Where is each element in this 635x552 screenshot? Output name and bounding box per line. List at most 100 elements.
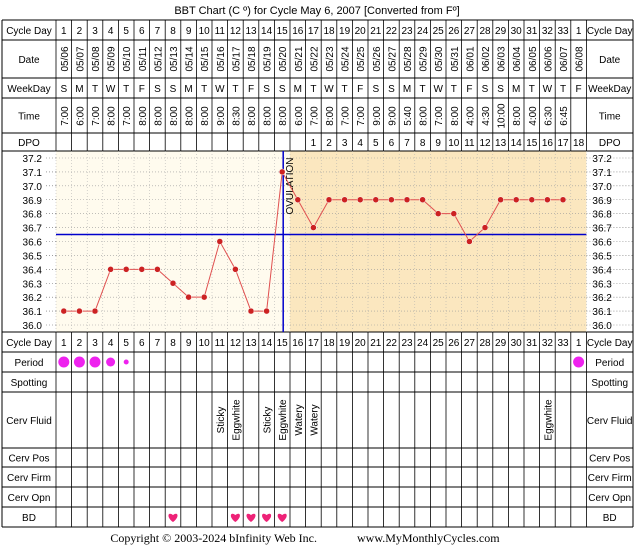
row-label-bd: BD [22,513,36,524]
dpo-label: 8 [420,138,426,149]
cycle-day-label-bottom: 1 [61,338,67,349]
cycle-day-label: 4 [108,26,114,37]
y-tick-label: 36.9 [23,196,43,207]
period-dot [106,357,116,367]
temperature-point [388,196,395,203]
cycle-day-label-bottom: 28 [479,338,491,349]
weekday-label: S [263,84,270,95]
time-label: 7:00 [60,106,71,126]
time-label: 9:00 [216,106,227,126]
weekday-label: M [403,84,411,95]
weekday-label: S [482,84,489,95]
time-label: 8:00 [512,106,523,126]
dpo-label: 16 [542,138,554,149]
date-label: 05/26 [372,46,383,71]
cycle-day-label-bottom: 22 [386,338,398,349]
dpo-label: 2 [326,138,332,149]
time-label: 7:00 [356,106,367,126]
cycle-day-label: 17 [308,26,320,37]
temperature-point [263,307,270,315]
time-label: 6:45 [559,106,570,126]
time-label: 7:00 [91,106,102,126]
row-label-right-bd: BD [603,513,617,524]
time-label: 6:30 [543,106,554,126]
row-label-right-cerv-pos: Cerv Pos [589,454,630,465]
y-tick-label: 36.0 [23,321,43,332]
cycle-day-label-bottom: 33 [557,338,569,349]
cycle-day-label-bottom: 15 [277,338,289,349]
date-label: 06/01 [465,46,476,71]
temperature-point [528,196,536,203]
y-tick-label: 36.1 [23,307,43,318]
date-label: 05/17 [231,46,242,71]
period-dot [73,356,85,368]
cycle-day-label: 22 [386,26,398,37]
cycle-day-label-bottom: 31 [526,338,538,349]
time-label: 8:00 [107,106,118,126]
cycle-day-label: 26 [448,26,460,37]
cycle-day-label: 25 [433,26,445,37]
cycle-day-label-bottom: 24 [417,338,429,349]
date-label: 05/13 [169,46,180,71]
time-label: 8:00 [185,106,196,126]
footer-copyright: Copyright © 2003-2024 bInfinity Web Inc. [110,531,317,545]
dpo-label: 13 [495,138,507,149]
time-label: 4:00 [528,106,539,126]
cycle-day-label: 24 [417,26,429,37]
time-label: 8:00 [200,106,211,126]
temperature-point [544,196,551,203]
cerv-fluid-label: Sticky [263,407,274,434]
cycle-day-label: 3 [92,26,98,37]
cycle-day-label: 5 [123,26,129,37]
cycle-day-label-bottom: 19 [339,338,351,349]
cycle-day-label: 10 [199,26,211,37]
date-label: 06/07 [559,46,570,71]
bd-heart-icon [168,513,178,522]
time-label: 8:00 [450,106,461,126]
date-label: 05/19 [263,46,274,71]
y-tick-label: 36.5 [23,251,43,262]
dpo-label: 7 [404,138,410,149]
period-dot [573,356,585,368]
bd-heart-icon [262,513,272,522]
cycle-day-label-bottom: 13 [245,338,257,349]
row-label-right-date: Date [599,55,621,66]
row-label-right-cerv-opn: Cerv Opn [588,493,631,504]
weekday-label: T [560,84,566,95]
time-label: 7:00 [341,106,352,126]
cycle-day-label: 6 [139,26,145,37]
time-label: 8:00 [325,106,336,126]
time-label: 7:00 [122,106,133,126]
time-label: 7:00 [434,106,445,126]
temperature-point [434,210,442,217]
period-dot [123,359,129,365]
y-tick-label: 36.8 [23,210,43,221]
cycle-day-label: 13 [245,26,257,37]
cycle-day-label-bottom: 3 [92,338,98,349]
date-label: 05/20 [278,46,289,71]
cycle-day-label-bottom: 12 [230,338,242,349]
temperature-point [76,307,83,315]
dpo-label: 1 [311,138,317,149]
row-label-right-cerv-firm: Cerv Firm [588,473,632,484]
cycle-day-label: 33 [557,26,569,37]
row-label-right-time: Time [599,112,621,123]
time-label: 10:00 [497,103,508,128]
cycle-day-label-bottom: 8 [170,338,176,349]
date-label: 06/02 [481,46,492,71]
date-label: 05/14 [185,46,196,71]
time-label: 8:00 [278,106,289,126]
date-label: 05/08 [91,46,102,71]
cycle-day-label: 20 [355,26,367,37]
weekday-label: T [342,84,348,95]
temperature-point [341,196,348,203]
y-tick-label-right: 36.6 [592,238,612,249]
temperature-point [497,196,504,203]
temperature-point [294,196,302,203]
footer-site: www.MyMonthlyCycles.com [357,531,500,545]
date-label: 05/12 [153,46,164,71]
dpo-label: 4 [357,138,363,149]
time-label: 9:00 [372,106,383,126]
cycle-day-label: 1 [61,26,67,37]
